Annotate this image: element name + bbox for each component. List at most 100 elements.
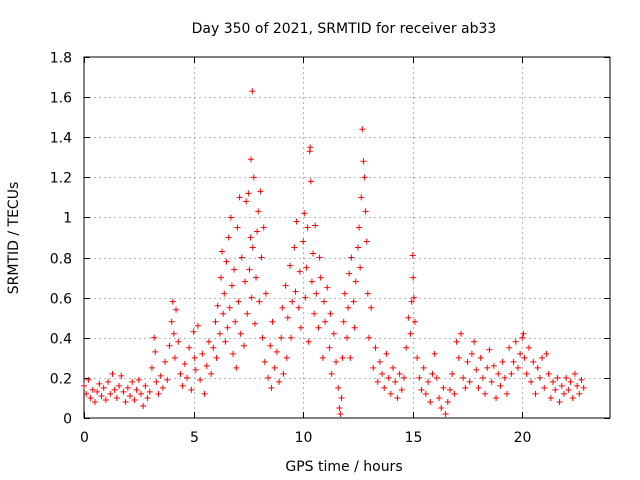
data-point xyxy=(429,370,436,377)
data-point xyxy=(248,294,255,301)
data-point xyxy=(363,238,370,245)
y-tick-label: 1.8 xyxy=(50,51,72,67)
data-point xyxy=(313,290,320,297)
data-point xyxy=(223,258,230,265)
data-point xyxy=(497,382,504,389)
data-point xyxy=(217,274,224,281)
data-point xyxy=(520,330,527,337)
data-point xyxy=(409,252,416,259)
data-point xyxy=(422,390,429,397)
data-point xyxy=(177,370,184,377)
data-point xyxy=(539,354,546,361)
data-point xyxy=(164,376,171,383)
data-point xyxy=(235,298,242,305)
data-point xyxy=(157,372,164,379)
data-point xyxy=(320,298,327,305)
data-point xyxy=(166,342,173,349)
data-point xyxy=(267,342,274,349)
data-point xyxy=(311,310,318,317)
data-point xyxy=(278,334,285,341)
data-point xyxy=(237,330,244,337)
data-point xyxy=(297,324,304,331)
data-point xyxy=(295,304,302,311)
data-point xyxy=(244,310,251,317)
data-point xyxy=(105,378,112,385)
data-point xyxy=(83,390,90,397)
data-point xyxy=(238,254,245,261)
data-point xyxy=(173,306,180,313)
data-point xyxy=(444,398,451,405)
data-point xyxy=(436,394,443,401)
data-point xyxy=(283,354,290,361)
data-point xyxy=(490,362,497,369)
data-point xyxy=(477,354,484,361)
data-point xyxy=(155,390,162,397)
data-point xyxy=(179,382,186,389)
data-point xyxy=(191,354,198,361)
data-point xyxy=(351,324,358,331)
data-point xyxy=(431,350,438,357)
data-point xyxy=(514,364,521,371)
data-point xyxy=(261,358,268,365)
data-point xyxy=(556,398,563,405)
data-point xyxy=(563,374,570,381)
data-point xyxy=(345,304,352,311)
data-point xyxy=(222,338,229,345)
data-point xyxy=(220,310,227,317)
data-point xyxy=(372,344,379,351)
data-point xyxy=(186,344,193,351)
data-point xyxy=(471,338,478,345)
data-point xyxy=(468,350,475,357)
data-point xyxy=(508,370,515,377)
data-point xyxy=(356,224,363,231)
data-point xyxy=(228,282,235,289)
data-point xyxy=(565,386,572,393)
data-point xyxy=(257,188,264,195)
data-point xyxy=(438,404,445,411)
data-point xyxy=(547,394,554,401)
data-point xyxy=(543,350,550,357)
data-point xyxy=(230,350,237,357)
data-point xyxy=(190,328,197,335)
data-point xyxy=(169,298,176,305)
data-point xyxy=(440,384,447,391)
data-point xyxy=(253,274,260,281)
data-point xyxy=(324,284,331,291)
data-point xyxy=(418,386,425,393)
data-point xyxy=(408,298,415,305)
data-point xyxy=(552,386,559,393)
data-point xyxy=(464,358,471,365)
data-point xyxy=(221,290,228,297)
data-point xyxy=(310,250,317,257)
data-point xyxy=(420,364,427,371)
data-point xyxy=(118,372,125,379)
x-axis-title: GPS time / hours xyxy=(285,459,402,475)
data-point xyxy=(96,380,103,387)
data-point xyxy=(368,304,375,311)
data-point xyxy=(168,318,175,325)
data-point xyxy=(308,278,315,285)
data-point xyxy=(254,228,261,235)
data-point xyxy=(484,364,491,371)
data-point xyxy=(354,244,361,251)
y-tick-label: 1.4 xyxy=(50,131,72,147)
data-point xyxy=(289,298,296,305)
data-point xyxy=(188,386,195,393)
data-point xyxy=(341,290,348,297)
chart-title: Day 350 of 2021, SRMTID for receiver ab3… xyxy=(192,21,497,37)
data-point xyxy=(541,384,548,391)
data-point xyxy=(255,208,262,215)
data-point xyxy=(360,158,367,165)
data-point xyxy=(405,314,412,321)
y-tick-label: 0.8 xyxy=(50,252,72,268)
data-point xyxy=(346,270,353,277)
data-point xyxy=(243,198,250,205)
data-point xyxy=(532,390,539,397)
data-point xyxy=(256,298,263,305)
data-point xyxy=(94,388,101,395)
data-point xyxy=(265,374,272,381)
data-point xyxy=(146,388,153,395)
data-point xyxy=(550,378,557,385)
y-axis-title: SRMTID / TECUs xyxy=(6,182,22,295)
data-point xyxy=(333,358,340,365)
